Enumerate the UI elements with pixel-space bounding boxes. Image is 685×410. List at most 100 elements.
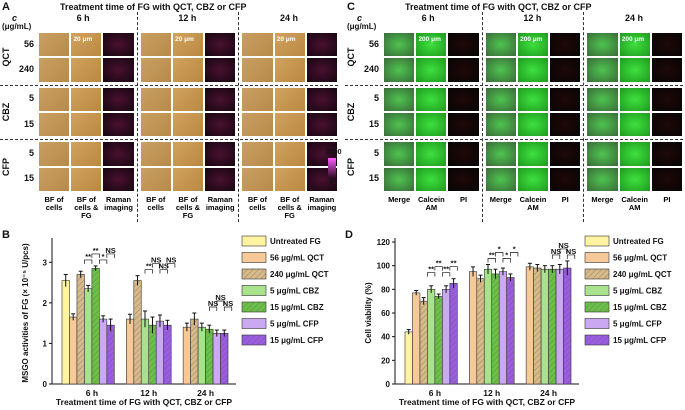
time-header: 6 h [76,13,90,23]
micrograph [650,57,683,83]
column-label: Calcein AM [621,195,648,212]
micrograph [70,112,103,138]
significance-label: ** [443,265,449,274]
panel-label: C [347,1,355,13]
legend-hatch [242,269,266,279]
micrograph [447,57,480,83]
scale-bar-label: 20 μm [276,36,296,43]
bar [99,318,108,385]
micrograph [549,112,582,138]
micrograph [204,86,237,112]
panel-title: Treatment time of FG with QCT, CBZ or CF… [405,2,592,12]
micrograph [618,112,651,138]
bar-hatch [106,325,115,384]
micrograph [415,141,448,167]
group-label: QCT [346,47,356,67]
micrograph [484,32,517,58]
conc-unit: (μg/mL) [2,22,32,31]
micrograph [618,86,651,112]
y-tick-label: 3 [43,258,48,267]
block-separator [238,12,240,222]
column-label: Merge [489,195,512,204]
significance-bracket [487,258,496,263]
column-label: Raman imaging [205,195,235,212]
micrograph [171,86,205,112]
bar [540,268,549,385]
bar [69,316,78,385]
column-label: PI [663,195,671,204]
bar [442,289,451,385]
micrograph [484,112,517,138]
bar-hatch [220,333,229,384]
time-header: 24 h [280,13,299,23]
micrograph [516,166,550,192]
bar-hatch [563,268,572,384]
legend-label: 15 μg/mL CBZ [613,303,667,312]
micrograph [204,112,237,138]
micrograph [38,141,71,167]
significance-label: ** [85,252,91,261]
y-tick-label: 0 [386,380,391,389]
bar [155,320,164,385]
micrograph [586,57,619,83]
bar-hatch [419,301,428,384]
micrograph [171,57,205,83]
bar-hatch [205,329,214,384]
micrograph [415,57,448,83]
micrograph [549,57,582,83]
significance-label: NS [208,299,218,308]
micrograph [102,32,135,58]
significance-label: ** [436,259,442,268]
micrograph [171,112,205,138]
bar-hatch [133,280,142,384]
row-label: 240 [363,64,379,74]
micrograph [171,166,205,192]
significance-label: NS [105,246,115,255]
column-label: Raman imaging [307,195,337,212]
micrograph [139,141,172,167]
significance-label: ** [428,265,434,274]
micrograph [549,86,582,112]
row-label: 15 [368,173,379,184]
bar-hatch [449,283,458,384]
column-label: Merge [591,195,614,204]
significance-bracket [216,300,225,305]
column-label: PI [460,195,468,204]
column-label: Calcein AM [519,195,547,212]
legend-label: 240 μg/mL QCT [270,270,329,279]
micrograph [102,141,135,167]
colorbar [328,158,336,178]
group-separator [345,139,683,141]
legend-label: 56 μg/mL QCT [613,254,667,263]
bar [412,292,421,385]
time-header: 24 h [625,13,644,23]
significance-label: NS [558,241,568,250]
column-label: BF of cells & FG [277,195,302,220]
y-tick-label: 2 [43,299,48,308]
significance-bracket [223,306,233,311]
y-tick-label: 20 [381,356,390,365]
y-tick-label: 0 [43,380,48,389]
significance-bracket [91,253,100,258]
micrograph [139,112,172,138]
micrograph [484,166,517,192]
panel-label: A [2,1,10,13]
legend-label: Untreated FG [613,237,664,246]
colorbar-min: 0 [329,179,333,186]
bar [197,326,206,385]
legend-hatch [585,302,609,312]
bar [427,289,436,385]
significance-bracket [84,259,93,264]
y-tick-label: 120 [377,238,391,247]
bar [126,318,135,385]
micrograph [516,57,550,83]
significance-bracket [152,263,161,268]
micrograph [171,141,205,167]
x-tick-label: 12 h [140,388,157,398]
micrograph [171,32,205,58]
micrograph [70,141,103,167]
column-label: BF of cells [247,195,268,212]
significance-bracket [566,254,576,259]
bar-hatch [148,325,157,384]
micrograph [38,112,71,138]
